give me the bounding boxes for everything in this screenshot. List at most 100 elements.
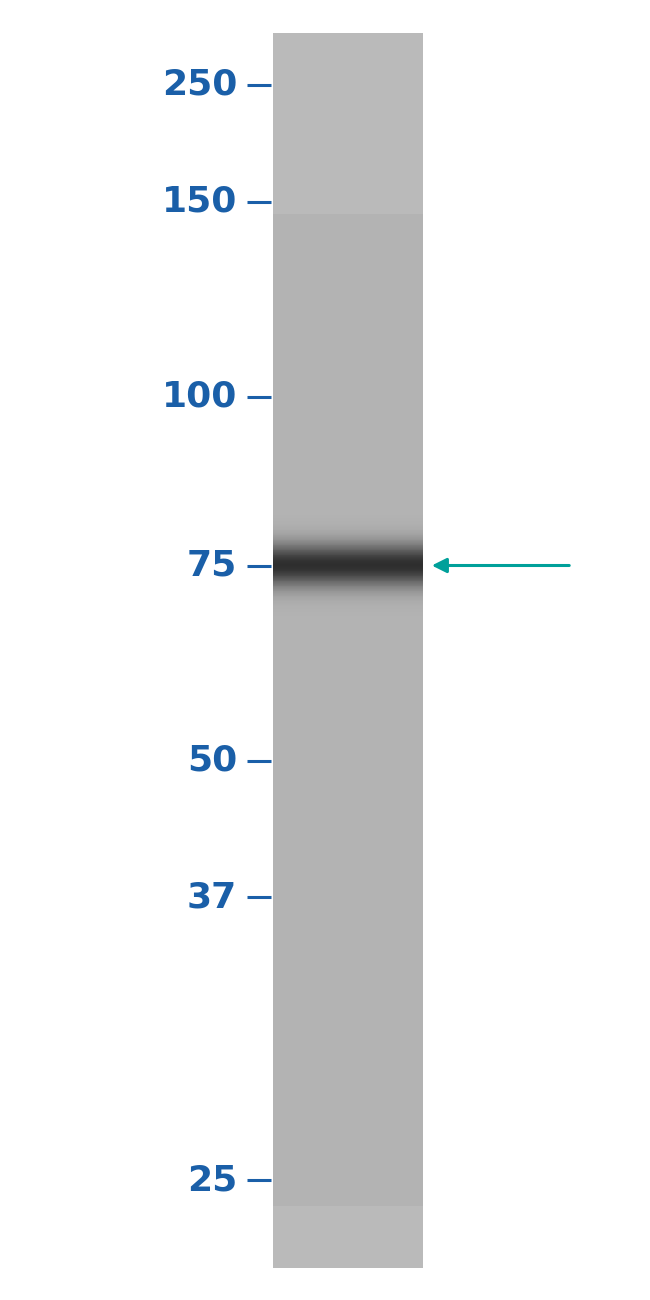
Bar xyxy=(273,893,422,897)
Bar xyxy=(273,1037,422,1041)
Bar xyxy=(273,514,422,519)
Bar xyxy=(273,280,422,283)
Bar xyxy=(273,325,422,329)
Bar xyxy=(273,403,422,407)
Bar xyxy=(273,933,422,939)
Bar xyxy=(273,192,422,198)
Bar xyxy=(273,930,422,933)
Bar xyxy=(273,1144,422,1148)
Bar xyxy=(273,712,422,716)
Bar xyxy=(273,766,422,770)
Bar xyxy=(273,494,422,498)
Bar xyxy=(273,918,422,922)
Bar xyxy=(273,790,422,794)
Bar xyxy=(273,1074,422,1078)
Bar xyxy=(273,1078,422,1082)
Bar xyxy=(273,316,422,321)
Bar xyxy=(273,103,422,107)
Bar xyxy=(273,428,422,432)
Bar xyxy=(273,337,422,342)
Bar xyxy=(273,1136,422,1140)
Bar xyxy=(273,922,422,926)
Text: 25: 25 xyxy=(187,1164,237,1197)
Bar xyxy=(273,300,422,304)
Bar xyxy=(273,1256,422,1260)
Bar xyxy=(273,543,422,547)
Bar xyxy=(273,880,422,884)
Bar xyxy=(273,198,422,202)
Bar xyxy=(273,436,422,439)
Bar xyxy=(273,777,422,781)
Bar xyxy=(273,205,422,209)
Bar xyxy=(273,840,422,844)
Bar xyxy=(273,1028,422,1032)
Bar xyxy=(273,692,422,696)
Bar xyxy=(273,861,422,864)
Bar xyxy=(273,1152,422,1157)
Bar xyxy=(273,358,422,361)
Bar xyxy=(273,1206,422,1210)
Bar xyxy=(273,621,422,625)
Bar xyxy=(273,1127,422,1131)
Bar xyxy=(273,144,422,148)
Bar xyxy=(273,230,422,234)
Bar xyxy=(273,378,422,382)
Bar xyxy=(273,1218,422,1222)
Bar xyxy=(273,78,422,82)
Bar xyxy=(273,40,422,44)
Bar xyxy=(273,551,422,555)
Bar xyxy=(273,202,422,205)
Bar xyxy=(273,1106,422,1112)
Bar xyxy=(273,1024,422,1028)
Bar xyxy=(273,354,422,358)
Bar xyxy=(273,185,422,188)
Bar xyxy=(273,1186,422,1190)
Bar xyxy=(273,629,422,633)
Bar xyxy=(273,1169,422,1173)
Bar xyxy=(273,234,422,238)
Bar xyxy=(273,283,422,287)
Bar xyxy=(273,460,422,465)
Bar xyxy=(273,576,422,580)
Bar xyxy=(273,222,422,226)
Bar xyxy=(273,156,422,160)
Bar xyxy=(273,901,422,905)
Bar xyxy=(273,276,422,279)
Bar xyxy=(273,939,422,942)
Bar xyxy=(273,1102,422,1108)
Bar xyxy=(273,1041,422,1045)
Bar xyxy=(273,1045,422,1049)
Bar xyxy=(273,46,422,49)
Bar xyxy=(273,1070,422,1074)
Bar xyxy=(273,781,422,785)
Bar xyxy=(273,802,422,806)
Bar xyxy=(273,1004,422,1009)
Bar xyxy=(273,1082,422,1087)
Bar xyxy=(273,86,422,90)
Bar xyxy=(273,53,422,57)
Bar xyxy=(273,465,422,469)
Bar xyxy=(273,905,422,910)
Bar xyxy=(273,65,422,69)
Bar xyxy=(273,432,422,436)
Bar xyxy=(273,181,422,185)
Bar xyxy=(273,1161,422,1165)
Bar xyxy=(273,1098,422,1102)
Bar xyxy=(273,61,422,65)
Bar xyxy=(273,82,422,86)
Bar xyxy=(273,597,422,601)
Bar xyxy=(273,135,422,139)
Bar xyxy=(273,959,422,963)
Bar xyxy=(273,242,422,247)
Bar xyxy=(273,382,422,386)
Bar xyxy=(273,568,422,572)
Bar xyxy=(273,127,422,131)
Bar xyxy=(273,148,422,152)
Bar xyxy=(273,1087,422,1091)
Bar xyxy=(273,1131,422,1136)
Bar xyxy=(273,374,422,378)
Bar xyxy=(273,868,422,872)
Bar xyxy=(273,489,422,494)
Bar xyxy=(273,1148,422,1152)
Bar xyxy=(273,967,422,971)
